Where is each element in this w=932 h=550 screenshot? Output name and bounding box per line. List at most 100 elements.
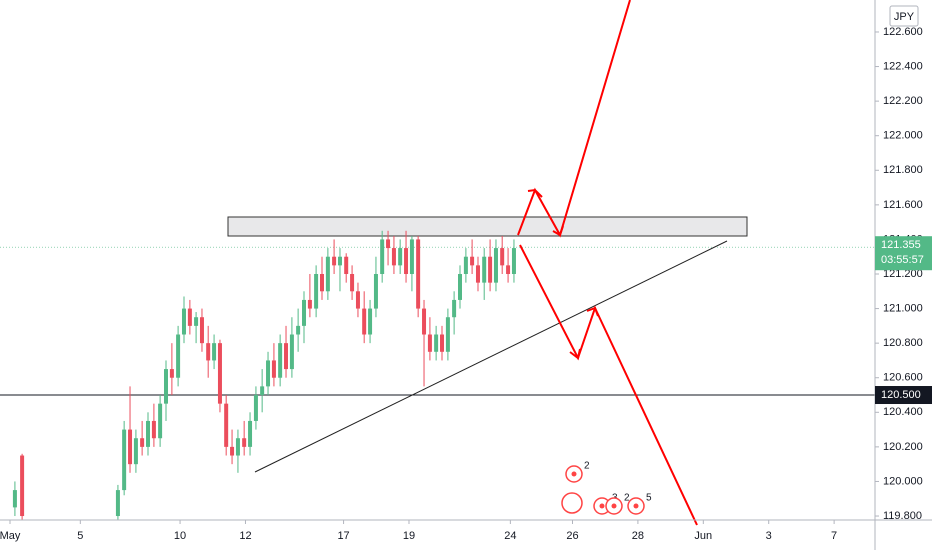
candle-body bbox=[242, 438, 247, 447]
candle-body bbox=[506, 265, 511, 275]
event-dot bbox=[599, 503, 605, 509]
candle-body bbox=[434, 334, 439, 352]
candle-body bbox=[445, 317, 450, 352]
axes: 119.800 120.000 120.200 120.400 120.600 120.8… bbox=[0, 26, 932, 542]
candle-body bbox=[181, 308, 186, 335]
candle-body bbox=[248, 420, 253, 447]
candle-body bbox=[115, 490, 120, 517]
x-tick-label: 12 bbox=[239, 530, 251, 542]
candle-body bbox=[332, 256, 337, 266]
x-tick-label: 28 bbox=[632, 530, 644, 542]
event-dot bbox=[611, 503, 617, 509]
y-tick-label: 120.600 bbox=[883, 372, 923, 384]
candle-body bbox=[398, 248, 403, 266]
x-tick-label: 3 bbox=[766, 530, 772, 542]
candle-body bbox=[314, 274, 319, 309]
x-tick-label: 17 bbox=[337, 530, 349, 542]
countdown: 03:55:57 bbox=[881, 254, 924, 266]
candle-body bbox=[500, 248, 505, 266]
candle-body bbox=[169, 369, 174, 378]
candle-body bbox=[122, 429, 127, 491]
trend-line bbox=[254, 240, 728, 473]
candle-body bbox=[337, 256, 342, 266]
arrow-head bbox=[552, 225, 564, 237]
candle-body bbox=[350, 274, 355, 292]
candle-body bbox=[199, 317, 204, 344]
candle-body bbox=[452, 299, 457, 318]
candle-body bbox=[416, 239, 421, 309]
candle-body bbox=[511, 248, 516, 275]
candle-body bbox=[194, 317, 199, 326]
candle-body bbox=[146, 420, 151, 447]
candle-body bbox=[307, 299, 312, 309]
event-count: 2 bbox=[584, 461, 590, 472]
arrow-head bbox=[586, 306, 599, 317]
candle-body bbox=[217, 343, 222, 404]
candle-body bbox=[344, 256, 349, 275]
candle-body bbox=[158, 403, 163, 439]
candle-body bbox=[368, 308, 373, 335]
candle-body bbox=[373, 274, 378, 309]
price-line-label-box bbox=[875, 386, 932, 405]
y-tick-label: 120.800 bbox=[883, 337, 923, 349]
candle-body bbox=[266, 360, 271, 387]
arrow-head bbox=[569, 348, 581, 360]
candle-body bbox=[224, 403, 229, 447]
candle-body bbox=[164, 369, 169, 404]
y-tick-label: 121.800 bbox=[883, 164, 923, 176]
candle-body bbox=[482, 256, 487, 283]
y-tick-label: 120.400 bbox=[883, 406, 923, 418]
down-path bbox=[519, 244, 698, 526]
currency-box bbox=[889, 5, 919, 27]
candle-body bbox=[187, 308, 192, 326]
candle-body bbox=[302, 299, 307, 326]
candle-body bbox=[391, 248, 396, 266]
candle-body bbox=[278, 343, 283, 378]
y-tick-label: 122.200 bbox=[883, 95, 923, 107]
candle-body bbox=[296, 325, 301, 335]
plot bbox=[0, 246, 875, 396]
currency-label: JPY bbox=[894, 11, 915, 23]
candle-body bbox=[475, 265, 480, 283]
events: 2325 bbox=[561, 461, 652, 515]
x-tick-label: 26 bbox=[566, 530, 578, 542]
candle-body bbox=[230, 446, 235, 456]
price-line-label: 120.500 bbox=[881, 389, 921, 401]
candle-body bbox=[355, 291, 360, 309]
candle-body bbox=[12, 490, 17, 508]
forecast-arrows bbox=[517, 0, 698, 526]
candle-body bbox=[271, 360, 276, 378]
resistance-zone bbox=[227, 216, 748, 237]
candle-body bbox=[284, 343, 289, 370]
event-count: 2 bbox=[624, 493, 630, 504]
x-tick-label: 5 bbox=[77, 530, 83, 542]
y-tick-label: 122.400 bbox=[883, 60, 923, 72]
candle-body bbox=[362, 308, 367, 335]
y-tick-label: 119.800 bbox=[883, 510, 922, 522]
event-count: 5 bbox=[646, 493, 652, 504]
x-tick-label: Jun bbox=[694, 530, 712, 542]
candle-body bbox=[427, 334, 432, 352]
x-tick-label: 10 bbox=[174, 530, 186, 542]
candle-body bbox=[409, 239, 414, 275]
y-tick-label: 120.000 bbox=[883, 475, 923, 487]
candle-body bbox=[386, 239, 391, 249]
candle-body bbox=[151, 420, 156, 439]
candle-body bbox=[440, 334, 445, 352]
x-tick-label: 24 bbox=[504, 530, 516, 542]
x-tick-label: 19 bbox=[403, 530, 415, 542]
candle-body bbox=[212, 343, 217, 361]
candle-body bbox=[235, 438, 240, 456]
candle-body bbox=[457, 274, 462, 300]
y-tick-label: 122.600 bbox=[883, 26, 923, 38]
candle-body bbox=[289, 334, 294, 370]
arrow-head bbox=[527, 188, 543, 198]
candle-body bbox=[325, 256, 330, 292]
candle-body bbox=[176, 334, 181, 378]
candle-body bbox=[463, 256, 468, 275]
x-tick-label: 7 bbox=[831, 530, 837, 542]
candle-body bbox=[493, 248, 498, 283]
y-tick-label: 121.200 bbox=[883, 268, 923, 280]
candle-body bbox=[260, 386, 265, 396]
